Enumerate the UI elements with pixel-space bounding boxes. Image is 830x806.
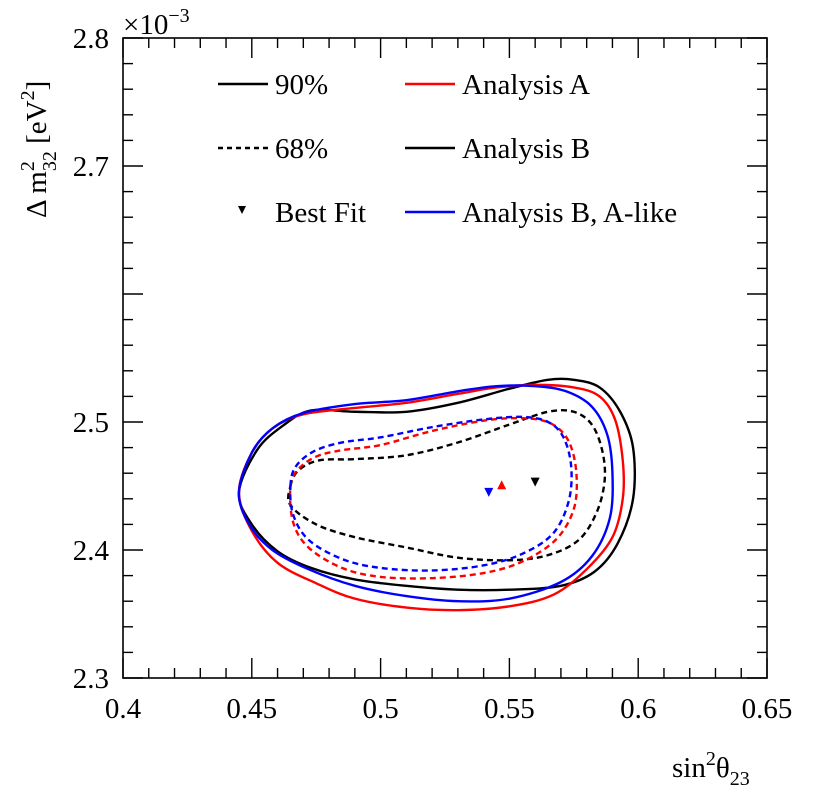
legend-label-best-fit: Best Fit [275, 197, 366, 229]
y-axis-label: Δ m232 [eV2] [17, 81, 61, 218]
x-tick-label: 0.4 [105, 693, 142, 725]
y-tick-label: 2.3 [73, 663, 109, 695]
contour-ba-90 [237, 384, 614, 603]
axis-ticks [122, 37, 768, 679]
legend: 90% 68% Best Fit Analysis A Analysis B A… [218, 69, 677, 229]
x-tick-label: 0.5 [362, 693, 398, 725]
y-tick-label: 2.5 [73, 407, 109, 439]
legend-label-90: 90% [275, 69, 328, 101]
x-tick-label: 0.6 [620, 693, 656, 725]
legend-label-analysis-b-alike: Analysis B, A-like [462, 197, 677, 229]
x-tick-label: 0.45 [226, 693, 277, 725]
legend-label-68: 68% [275, 133, 328, 165]
best-fit-markers [484, 477, 540, 497]
legend-label-analysis-b: Analysis B [462, 133, 590, 165]
contour-ba-68 [289, 415, 573, 572]
contour-b-68 [287, 408, 607, 562]
contour-a-68 [288, 416, 579, 580]
best-fit-marker-b [530, 477, 540, 487]
x-axis-label: sin2θ23 [672, 748, 750, 790]
tick-labels: 0.4 0.45 0.5 0.55 0.6 0.65 2.3 2.4 2.5 2.7 2.8 [73, 23, 793, 725]
contour-curves [237, 377, 637, 612]
y-tick-label: 2.4 [73, 535, 110, 567]
y-multiplier: ×10−3 [123, 5, 190, 41]
y-tick-label: 2.8 [73, 23, 109, 55]
best-fit-marker-a [497, 480, 507, 490]
x-tick-label: 0.65 [742, 693, 793, 725]
plot-frame [122, 37, 768, 679]
contour-b-90 [237, 377, 637, 592]
best-fit-marker-ba [484, 487, 494, 497]
legend-marker-best-fit [238, 206, 246, 214]
x-tick-label: 0.55 [484, 693, 535, 725]
y-tick-label: 2.7 [73, 151, 109, 183]
legend-label-analysis-a: Analysis A [462, 69, 590, 101]
contour-a-90 [237, 383, 626, 612]
